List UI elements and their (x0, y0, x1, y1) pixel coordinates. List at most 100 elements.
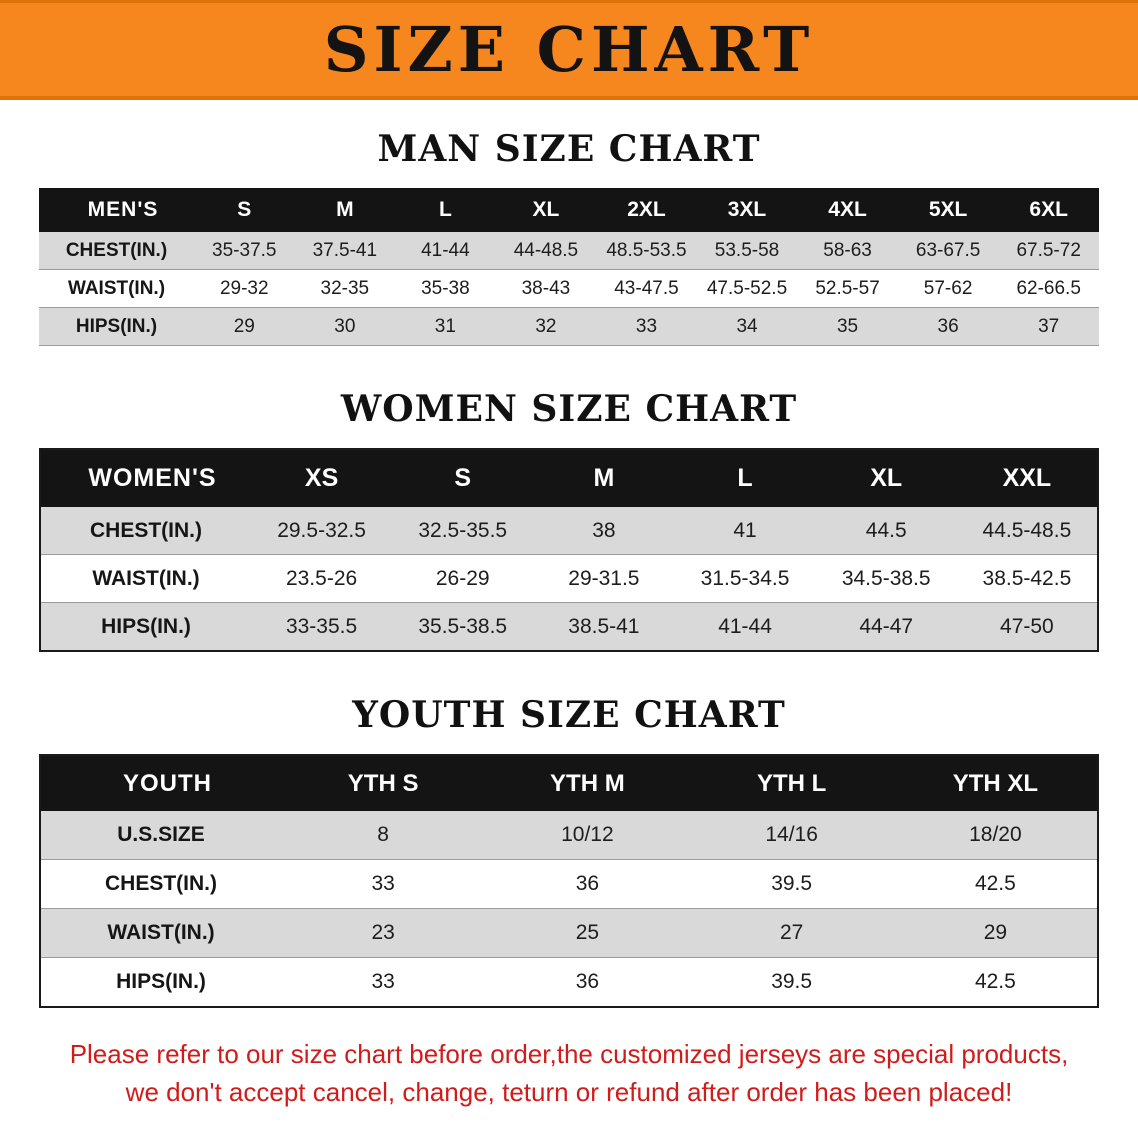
size-header-cell: XL (815, 449, 957, 507)
table-row: CHEST(IN.) 29.5-32.5 32.5-35.5 38 41 44.5 44.5… (40, 507, 1098, 555)
value-cell: 29-31.5 (533, 554, 675, 603)
size-header-cell: M (294, 188, 396, 232)
value-cell: 35-37.5 (194, 232, 295, 270)
value-cell: 31.5-34.5 (674, 554, 816, 603)
row-label: HIPS(IN.) (40, 957, 281, 1008)
size-header-cell: M (533, 449, 675, 507)
row-label: WAIST(IN.) (39, 269, 194, 308)
footer-note: Please refer to our size chart before or… (57, 1036, 1081, 1111)
value-cell: 39.5 (689, 859, 894, 909)
value-cell: 31 (395, 307, 496, 346)
table-header-label: WOMEN'S (40, 449, 251, 507)
table-row: HIPS(IN.) 33-35.5 35.5-38.5 38.5-41 41-44 44-… (40, 602, 1098, 652)
men-size-table-grid: MEN'S S M L XL 2XL 3XL 4XL 5XL 6XL CHEST(IN.) 35-37… (39, 188, 1099, 346)
table-row: HIPS(IN.) 33 36 39.5 42.5 (40, 957, 1098, 1008)
row-label: U.S.SIZE (40, 811, 281, 860)
table-header-label: YOUTH (40, 755, 281, 811)
value-cell: 14/16 (689, 811, 894, 860)
value-cell: 34 (696, 307, 798, 346)
row-label: HIPS(IN.) (40, 602, 251, 652)
value-cell: 67.5-72 (998, 232, 1099, 270)
value-cell: 42.5 (893, 859, 1098, 909)
size-header-cell: L (395, 188, 496, 232)
value-cell: 35 (797, 307, 898, 346)
table-header-row: MEN'S S M L XL 2XL 3XL 4XL 5XL 6XL (39, 188, 1099, 232)
size-header-cell: XS (251, 449, 393, 507)
row-label: HIPS(IN.) (39, 307, 194, 346)
value-cell: 33-35.5 (251, 602, 393, 652)
value-cell: 57-62 (897, 269, 999, 308)
table-header-row: YOUTH YTH S YTH M YTH L YTH XL (40, 755, 1098, 811)
youth-section: YOUTH SIZE CHART YOUTH YTH S YTH M YTH L YTH… (39, 694, 1099, 1008)
value-cell: 36 (485, 859, 690, 909)
size-header-cell: S (194, 188, 295, 232)
value-cell: 29-32 (194, 269, 295, 308)
value-cell: 44-47 (815, 602, 957, 652)
table-row: CHEST(IN.) 33 36 39.5 42.5 (40, 859, 1098, 909)
value-cell: 41-44 (674, 602, 816, 652)
table-row: U.S.SIZE 8 10/12 14/16 18/20 (40, 811, 1098, 860)
page-title: SIZE CHART (323, 13, 815, 86)
women-section: WOMEN SIZE CHART WOMEN'S XS S M L XL XXL CHEST(… (39, 388, 1099, 652)
value-cell: 33 (596, 307, 697, 346)
value-cell: 62-66.5 (998, 269, 1099, 308)
value-cell: 32.5-35.5 (392, 507, 534, 555)
value-cell: 38.5-41 (533, 602, 675, 652)
value-cell: 27 (689, 908, 894, 958)
value-cell: 35-38 (395, 269, 496, 308)
value-cell: 41-44 (395, 232, 496, 270)
row-label: CHEST(IN.) (39, 232, 194, 270)
table-header-label: MEN'S (39, 188, 194, 232)
value-cell: 29 (893, 908, 1098, 958)
value-cell: 44-48.5 (495, 232, 597, 270)
size-header-cell: 6XL (998, 188, 1099, 232)
size-header-cell: YTH L (689, 755, 894, 811)
value-cell: 58-63 (797, 232, 898, 270)
value-cell: 35.5-38.5 (392, 602, 534, 652)
value-cell: 38 (533, 507, 675, 555)
value-cell: 38-43 (495, 269, 597, 308)
table-header-row: WOMEN'S XS S M L XL XXL (40, 449, 1098, 507)
men-size-table: MEN'S S M L XL 2XL 3XL 4XL 5XL 6XL CHEST(IN.) 35-37… (39, 188, 1099, 346)
value-cell: 37.5-41 (294, 232, 396, 270)
value-cell: 30 (294, 307, 396, 346)
value-cell: 38.5-42.5 (956, 554, 1098, 603)
size-chart-page: MAN SIZE CHART MEN'S S M L XL 2XL 3XL 4XL 5XL 6XL… (0, 128, 1138, 1111)
table-row: WAIST(IN.) 23 25 27 29 (40, 908, 1098, 958)
value-cell: 47-50 (956, 602, 1098, 652)
value-cell: 36 (897, 307, 999, 346)
women-section-heading: WOMEN SIZE CHART (340, 388, 798, 430)
youth-size-table: YOUTH YTH S YTH M YTH L YTH XL U.S.SIZE 8 10/12… (39, 754, 1099, 1008)
value-cell: 47.5-52.5 (696, 269, 798, 308)
row-label: CHEST(IN.) (40, 507, 251, 555)
value-cell: 36 (485, 957, 690, 1008)
row-label: CHEST(IN.) (40, 859, 281, 909)
size-header-cell: XL (495, 188, 597, 232)
value-cell: 63-67.5 (897, 232, 999, 270)
size-header-cell: L (674, 449, 816, 507)
value-cell: 8 (281, 811, 486, 860)
banner: SIZE CHART (0, 0, 1138, 100)
youth-size-table-grid: YOUTH YTH S YTH M YTH L YTH XL U.S.SIZE 8 10/12… (39, 754, 1099, 1008)
value-cell: 26-29 (392, 554, 534, 603)
value-cell: 34.5-38.5 (815, 554, 957, 603)
row-label: WAIST(IN.) (40, 908, 281, 958)
value-cell: 37 (998, 307, 1099, 346)
value-cell: 41 (674, 507, 816, 555)
value-cell: 18/20 (893, 811, 1098, 860)
value-cell: 33 (281, 957, 486, 1008)
women-size-table: WOMEN'S XS S M L XL XXL CHEST(IN.) 29.5-32.5 32.5… (39, 448, 1099, 652)
men-section: MAN SIZE CHART MEN'S S M L XL 2XL 3XL 4XL 5XL 6XL… (39, 128, 1099, 346)
value-cell: 44.5-48.5 (956, 507, 1098, 555)
table-row: CHEST(IN.) 35-37.5 37.5-41 41-44 44-48.5 48.5… (39, 232, 1099, 270)
value-cell: 43-47.5 (596, 269, 697, 308)
size-header-cell: 2XL (596, 188, 697, 232)
value-cell: 23.5-26 (251, 554, 393, 603)
value-cell: 48.5-53.5 (596, 232, 697, 270)
size-header-cell: 4XL (797, 188, 898, 232)
value-cell: 44.5 (815, 507, 957, 555)
size-header-cell: 3XL (696, 188, 798, 232)
youth-section-heading: YOUTH SIZE CHART (352, 694, 786, 736)
value-cell: 29 (194, 307, 295, 346)
size-header-cell: S (392, 449, 534, 507)
